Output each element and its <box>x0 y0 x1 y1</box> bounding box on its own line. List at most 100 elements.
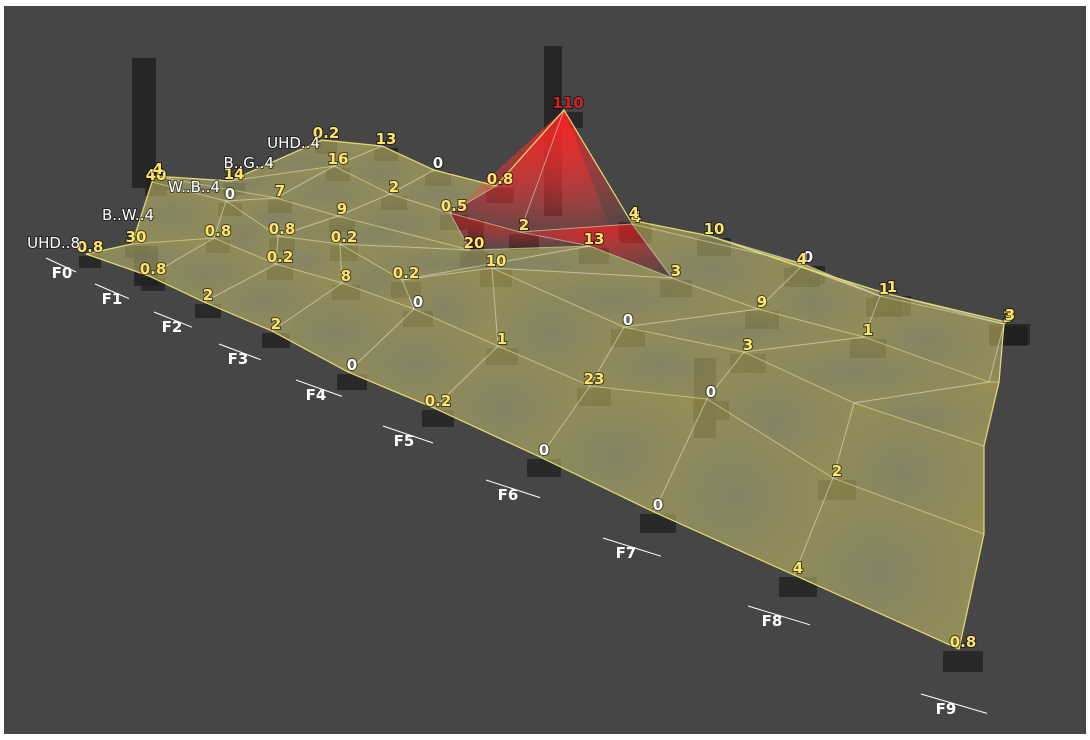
x-tick-mark <box>747 605 811 626</box>
value-label: 40 <box>146 166 167 184</box>
value-label: 2 <box>203 286 213 304</box>
row-label: B..G..4 <box>223 154 274 172</box>
value-label: 1 <box>887 278 897 296</box>
column-block <box>132 58 156 188</box>
grid-row-line <box>151 181 985 447</box>
surface-patch <box>340 244 414 309</box>
value-label: 0.8 <box>950 633 977 651</box>
row-label: UHD..4 <box>267 134 320 152</box>
value-label: 0 <box>653 496 663 514</box>
surface-patch <box>624 309 864 352</box>
x-tick-label: F1 <box>102 290 123 308</box>
grid-col-line <box>203 169 435 303</box>
x-tick-label: F3 <box>228 350 249 368</box>
shadow-block <box>195 304 221 318</box>
value-label: 2 <box>832 462 842 480</box>
value-label: 13 <box>376 130 397 148</box>
surface-patch <box>204 264 342 331</box>
grid-col-line <box>539 235 805 458</box>
x-tick-label: F9 <box>936 700 957 718</box>
value-label: 13 <box>584 230 605 248</box>
value-label: 0.8 <box>487 170 514 188</box>
value-label: 0.5 <box>441 197 468 215</box>
surface-patch <box>794 478 984 649</box>
surface-patch <box>632 224 804 309</box>
x-tick-label: F0 <box>52 264 73 282</box>
surface-patch <box>744 337 989 403</box>
surface-patch <box>654 399 833 575</box>
value-label: 2 <box>271 315 281 333</box>
surface-patch <box>854 382 999 446</box>
grid-row-line <box>131 237 985 535</box>
value-label: 23 <box>584 370 605 388</box>
grid-col-line <box>347 109 591 373</box>
value-label: 7 <box>275 182 285 200</box>
value-label: 1 <box>863 321 873 339</box>
surface-patch <box>278 216 470 250</box>
surface-patch <box>434 346 590 457</box>
value-label: 3 <box>743 336 753 354</box>
value-label: 0.2 <box>313 124 340 142</box>
value-label: 0.8 <box>140 260 167 278</box>
grid-col-line <box>148 145 383 277</box>
surface-patch <box>338 194 470 250</box>
surface-patch <box>402 268 498 346</box>
x-tick-mark <box>485 479 541 499</box>
value-label: 9 <box>757 293 767 311</box>
row-label: UHD..8 <box>27 234 80 252</box>
x-tick-label: F2 <box>162 318 183 336</box>
surface-patch <box>340 244 590 280</box>
value-label: 4 <box>153 160 163 178</box>
value-label: 20 <box>464 234 485 252</box>
value-label: 110 <box>552 94 583 112</box>
value-label: 4 <box>797 250 807 268</box>
value-label: 0 <box>413 293 423 311</box>
value-label: 0 <box>347 356 357 374</box>
x-tick-mark <box>218 343 262 361</box>
surface-patch <box>276 166 390 216</box>
surface-patch <box>707 352 854 478</box>
surface-patch <box>230 140 382 181</box>
surface-patch <box>864 296 1004 382</box>
value-label: 16 <box>328 150 349 168</box>
value-label: 0.2 <box>267 248 294 266</box>
value-label: 0 <box>539 441 549 459</box>
surface-patch <box>758 264 880 337</box>
chart-viewport[interactable]: F0 F1 F2 F3 F4 F5 F6 F7 F8 F9 0.8 0.8 2 2 0 0.2 0 0 4 0.8 3… <box>4 6 1086 734</box>
peak-highlight <box>450 110 632 232</box>
grid-row-line <box>229 165 1005 325</box>
surface-patch <box>833 403 984 534</box>
value-label: 10 <box>486 252 507 270</box>
surface-patch <box>149 238 276 302</box>
value-label: 14 <box>224 165 245 183</box>
value-label: 0.8 <box>269 220 296 238</box>
value-label: 0.2 <box>425 392 452 410</box>
surface-patch <box>154 166 334 198</box>
surface-patch <box>540 386 707 512</box>
surface-patch <box>152 176 276 201</box>
grid-col-line <box>653 265 881 513</box>
surface-patch <box>334 146 434 194</box>
surface-border <box>85 108 1008 650</box>
value-label: 1 <box>497 330 507 348</box>
grid-col-line <box>271 185 497 332</box>
value-label: 4 <box>793 559 803 577</box>
grid-col-line <box>793 293 1005 576</box>
x-tick-mark <box>920 693 988 714</box>
surface-patch <box>492 268 758 327</box>
x-tick-label: F5 <box>394 432 415 450</box>
x-tick-label: F4 <box>306 386 327 404</box>
surface-patch <box>348 309 498 408</box>
shadow-block <box>79 256 101 268</box>
value-label: 0 <box>225 185 235 203</box>
value-label: 8 <box>341 267 351 285</box>
x-tick-label: F6 <box>498 486 519 504</box>
surface-patch <box>214 201 278 264</box>
value-label: 0 <box>623 311 633 329</box>
value-label: 3 <box>1003 308 1013 326</box>
row-label: W..B..4 <box>168 178 220 196</box>
x-tick-label: F7 <box>616 544 637 562</box>
value-label: 0 <box>706 383 716 401</box>
value-label: 2 <box>389 178 399 196</box>
surface-patch <box>450 213 590 250</box>
